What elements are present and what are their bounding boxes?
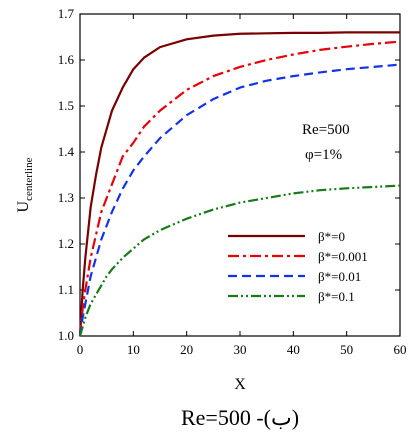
y-axis-title-subscript: centerline — [23, 157, 35, 200]
y-tick-label: 1.6 — [58, 52, 75, 67]
legend-label-1: β*=0.001 — [318, 249, 368, 264]
series-lines — [78, 31, 401, 337]
figure-caption: Re=500 -(ب) — [181, 405, 299, 430]
x-tick-label: 50 — [340, 342, 353, 357]
legend-label-2: β*=0.01 — [318, 269, 361, 284]
x-axis-title: X — [234, 376, 246, 393]
y-tick-label: 1.7 — [58, 6, 75, 21]
y-tick-label: 1.1 — [58, 282, 74, 297]
annotation-reynolds: Re=500 — [302, 122, 350, 138]
y-axis-title-main: U — [15, 200, 32, 212]
series-line-2 — [78, 63, 401, 337]
x-tick-label: 0 — [77, 342, 84, 357]
legend-label-3: β*=0.1 — [318, 289, 355, 304]
plot-area — [79, 13, 401, 337]
legend: β*=0 β*=0.001 β*=0.01 β*=0.1 — [228, 229, 368, 304]
x-tick-label: 20 — [180, 342, 193, 357]
x-tick-label: 40 — [287, 342, 300, 357]
series-line-3 — [78, 184, 401, 337]
series-line-0 — [78, 31, 400, 337]
series-line-1 — [78, 40, 401, 337]
legend-label-0: β*=0 — [318, 229, 345, 244]
x-tick-label: 30 — [234, 342, 247, 357]
x-axis: 0 10 20 30 40 50 60 — [77, 14, 407, 357]
y-tick-label: 1.2 — [58, 236, 74, 251]
plot-frame — [79, 13, 401, 337]
y-tick-label: 1.4 — [58, 144, 75, 159]
x-tick-label: 60 — [394, 342, 407, 357]
y-tick-label: 1.5 — [58, 98, 74, 113]
y-axis-title: Ucenterline — [15, 157, 35, 212]
annotation-volume-fraction: φ=1% — [305, 147, 342, 163]
y-tick-label: 1.3 — [58, 190, 74, 205]
x-tick-label: 10 — [127, 342, 140, 357]
y-axis: 1.0 1.1 1.2 1.3 1.4 1.5 1.6 1.7 — [58, 6, 400, 343]
y-tick-label: 1.0 — [58, 328, 74, 343]
